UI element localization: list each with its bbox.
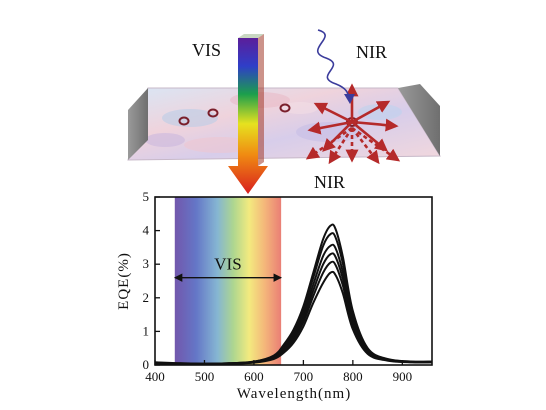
- x-tick-label: 500: [195, 369, 215, 384]
- incoming-nir-wave: [317, 29, 351, 101]
- concentrator-illustration: VIS NIR NIR: [127, 29, 441, 194]
- x-tick-label: 900: [393, 369, 413, 384]
- x-axis-label: Wavelength(nm): [237, 386, 351, 402]
- nir-out-label: NIR: [314, 172, 345, 192]
- y-tick-label: 0: [143, 357, 150, 372]
- eqe-curve-6: [155, 270, 432, 365]
- y-tick-label: 1: [143, 323, 150, 338]
- emission-arrows: [305, 83, 401, 165]
- y-axis-label: EQE(%): [116, 252, 132, 310]
- x-tick-label: 400: [145, 369, 165, 384]
- vis-light-arrow: [228, 34, 268, 194]
- vis-band-label: VIS: [214, 255, 241, 274]
- y-tick-label: 5: [143, 189, 150, 204]
- incoming-nir-arrowhead: [344, 94, 355, 104]
- x-tick-label: 800: [343, 369, 363, 384]
- x-axis-ticks: 400 500 600 700 800 900: [145, 360, 412, 384]
- slab-right-edge: [398, 84, 440, 156]
- y-tick-label: 2: [143, 290, 150, 305]
- eqe-curves: [155, 223, 432, 365]
- vis-label: VIS: [192, 40, 221, 60]
- visible-spectrum-band: [174, 197, 282, 365]
- eqe-chart: 400 500 600 700 800 900 0 1 2 3 4 5 VIS Wavelength…: [116, 189, 433, 402]
- nir-in-label: NIR: [356, 42, 387, 62]
- x-tick-label: 700: [294, 369, 314, 384]
- x-tick-label: 600: [244, 369, 264, 384]
- y-axis-ticks: 0 1 2 3 4 5: [143, 189, 160, 372]
- slab-left-edge: [128, 88, 148, 160]
- plot-frame: [154, 196, 433, 366]
- y-tick-label: 4: [143, 223, 150, 238]
- y-tick-label: 3: [143, 256, 150, 271]
